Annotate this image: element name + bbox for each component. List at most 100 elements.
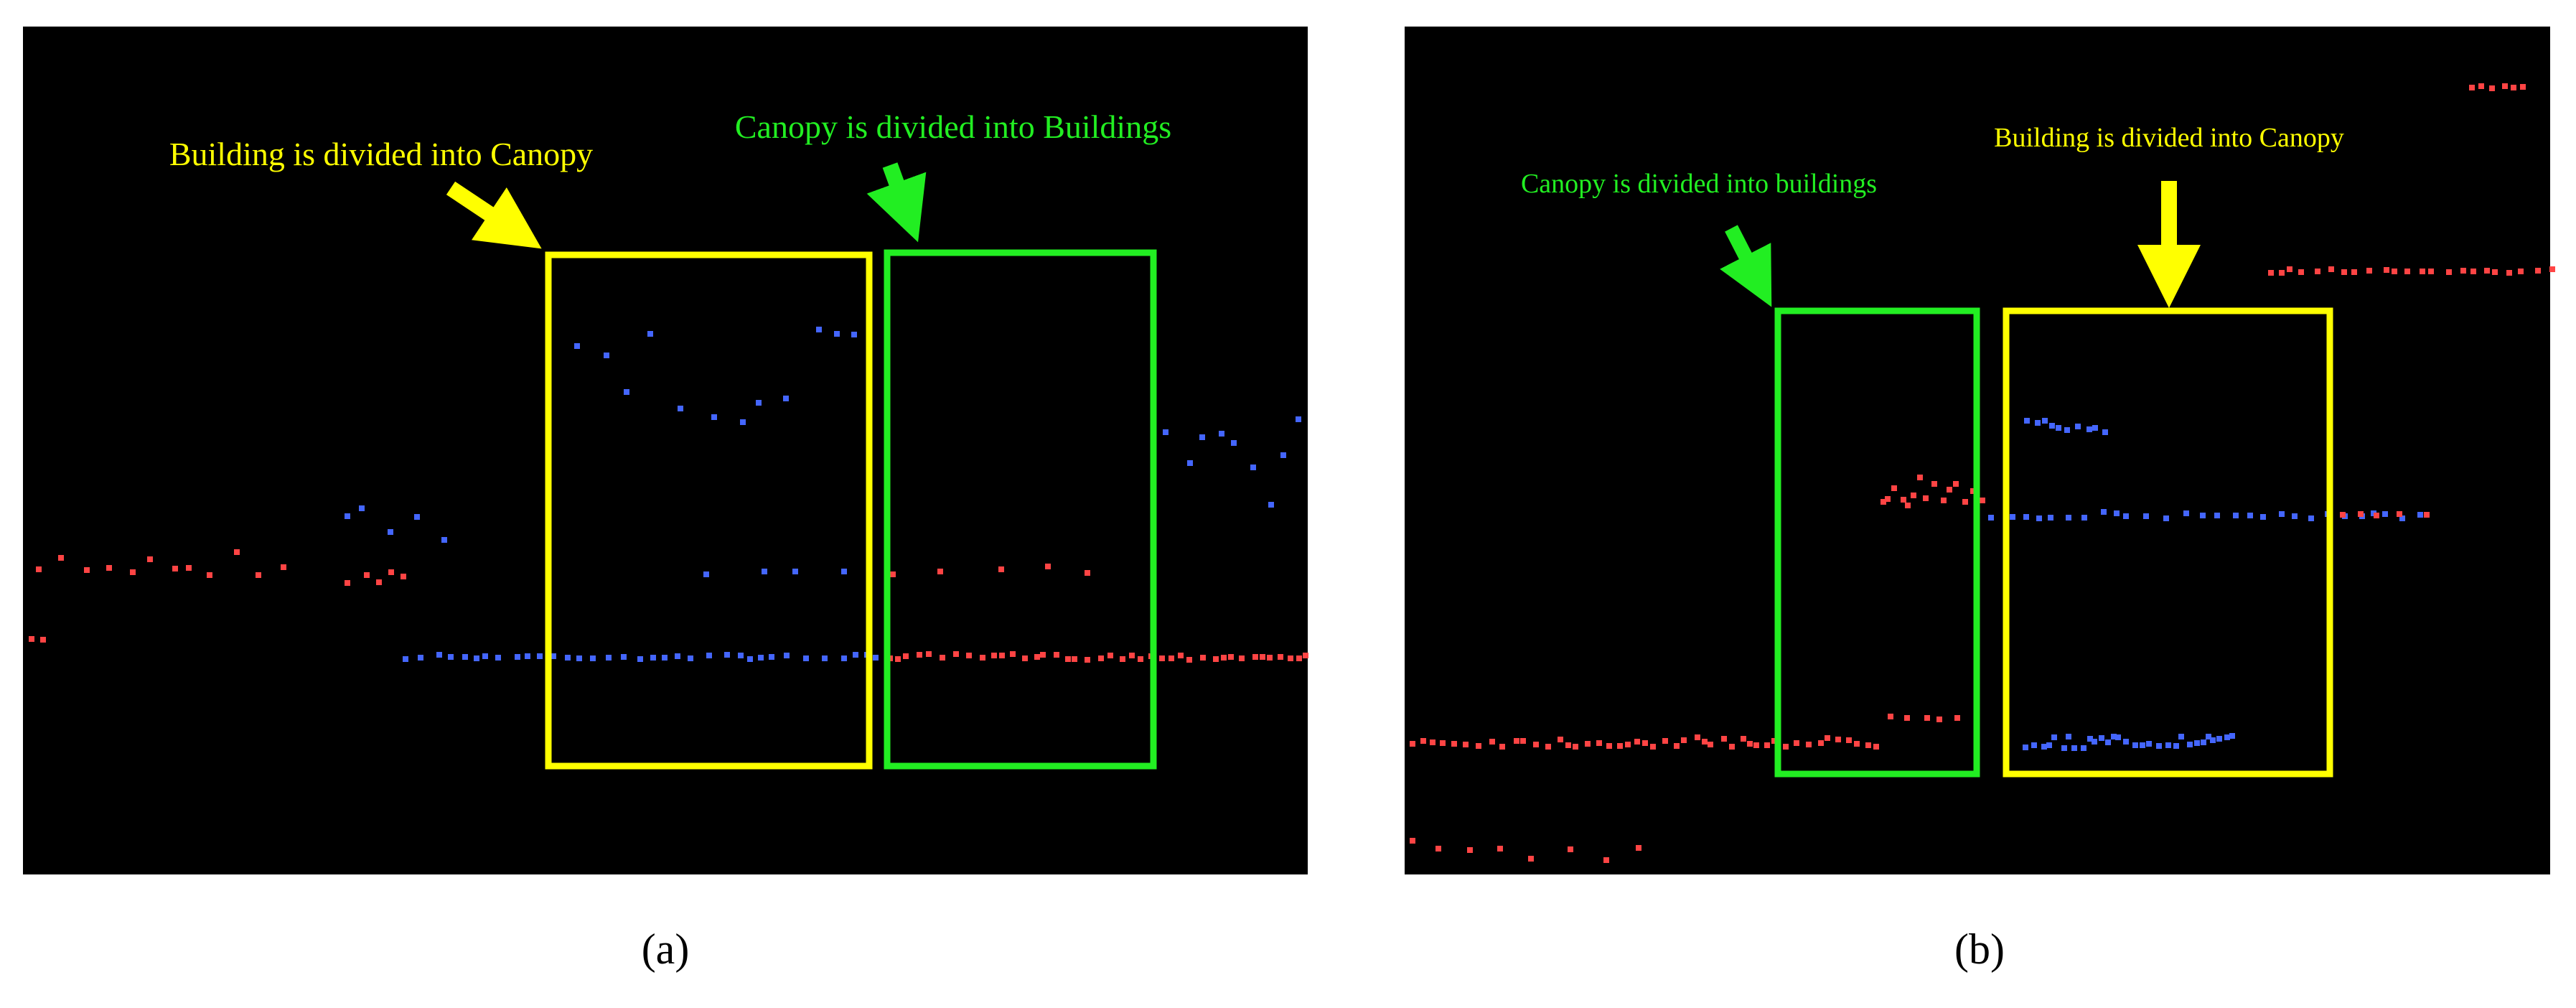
annotation: Canopy is divided into Buildings [735, 108, 1171, 145]
point [2384, 267, 2389, 273]
point [441, 537, 447, 543]
point [2484, 268, 2490, 274]
point [2165, 742, 2171, 748]
point [482, 653, 488, 659]
point [1451, 741, 1457, 747]
point [147, 556, 153, 562]
point [1846, 737, 1852, 743]
point [980, 655, 985, 661]
point [953, 651, 959, 657]
point [345, 580, 350, 586]
point [940, 655, 945, 661]
point [2392, 269, 2397, 274]
point [1440, 740, 1446, 746]
point [1499, 744, 1505, 750]
point [1891, 485, 1897, 491]
point [1674, 743, 1680, 749]
point [1953, 481, 1959, 487]
point [724, 652, 730, 658]
point [606, 655, 612, 661]
point [1923, 495, 1929, 501]
point [647, 331, 653, 337]
point [2066, 734, 2071, 739]
point [58, 555, 64, 561]
point [2424, 512, 2430, 518]
point [1159, 655, 1165, 661]
point [1625, 742, 1631, 747]
point [1747, 741, 1753, 747]
point [1729, 744, 1735, 750]
point [1072, 656, 1077, 662]
point [2469, 85, 2475, 90]
point [1303, 653, 1308, 658]
point [841, 569, 847, 574]
point [1098, 655, 1104, 661]
point [1034, 654, 1040, 660]
point [1545, 744, 1551, 750]
point [2511, 85, 2516, 90]
point [1854, 741, 1860, 747]
point [2143, 513, 2149, 519]
point [2049, 423, 2055, 429]
annotation: Building is divided into Canopy [169, 136, 593, 172]
point [2201, 739, 2206, 745]
point [1514, 738, 1519, 744]
point [917, 652, 922, 658]
point [1585, 741, 1591, 747]
point [1636, 845, 1641, 851]
point [2156, 743, 2162, 749]
point [1239, 655, 1245, 661]
point [2404, 269, 2410, 274]
point [2010, 514, 2015, 520]
point [1962, 499, 1968, 505]
yellow-box [2003, 307, 2333, 778]
point [1783, 744, 1789, 750]
point [2420, 269, 2425, 274]
point [1905, 503, 1911, 508]
point [474, 655, 479, 661]
point [1296, 416, 1301, 422]
point [2374, 513, 2379, 518]
point [1634, 739, 1640, 745]
point [565, 655, 571, 661]
point [2102, 429, 2108, 435]
point [1186, 657, 1192, 663]
point [783, 396, 789, 401]
point [2279, 270, 2285, 276]
point [130, 569, 136, 575]
point [2492, 269, 2498, 275]
point [2292, 513, 2298, 519]
point [1771, 738, 1777, 744]
point [769, 654, 774, 660]
point [803, 655, 809, 661]
point [2214, 513, 2220, 518]
point [937, 569, 943, 574]
point [2506, 270, 2512, 276]
point [388, 529, 393, 535]
point [1268, 502, 1274, 508]
point [2470, 269, 2476, 274]
point [2308, 515, 2314, 521]
point [2206, 734, 2211, 739]
point [403, 656, 408, 662]
point [1568, 846, 1573, 852]
point [576, 655, 582, 661]
point [1085, 657, 1090, 663]
point [2132, 742, 2138, 748]
point [234, 549, 240, 555]
point [40, 637, 46, 643]
point [1219, 431, 1224, 437]
point [1430, 739, 1435, 745]
point [1662, 738, 1668, 744]
point [525, 653, 530, 659]
point [2036, 515, 2042, 521]
point [1168, 655, 1174, 661]
point [1199, 434, 1205, 440]
point [1954, 715, 1960, 721]
point [590, 655, 596, 661]
point [36, 566, 42, 572]
point [388, 569, 394, 575]
point [1231, 440, 1237, 446]
point [756, 400, 762, 406]
